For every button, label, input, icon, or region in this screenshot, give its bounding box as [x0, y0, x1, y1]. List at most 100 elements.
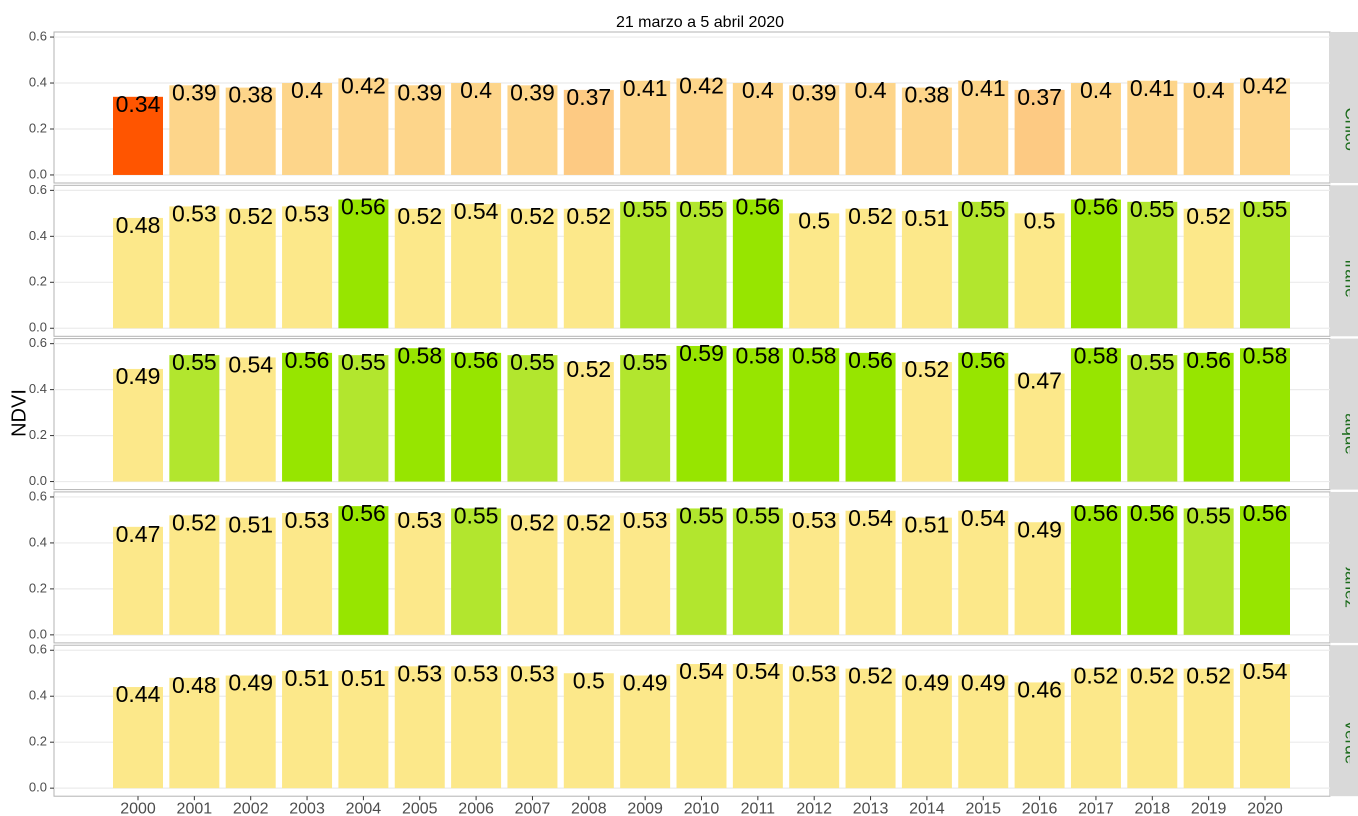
value-label: 0.53 — [397, 660, 442, 686]
value-label: 0.55 — [679, 503, 724, 529]
bar — [620, 513, 671, 635]
x-tick-label: 2002 — [233, 800, 269, 816]
bar — [732, 508, 783, 635]
strip-background — [1331, 185, 1358, 337]
x-tick-label: 2000 — [120, 800, 156, 816]
bar — [845, 510, 896, 635]
value-label: 0.52 — [566, 509, 611, 535]
x-tick-label: 2005 — [402, 800, 438, 816]
value-label: 0.46 — [1017, 677, 1062, 703]
value-label: 0.58 — [1074, 342, 1119, 368]
y-tick-label: 0.4 — [29, 228, 47, 243]
value-label: 0.56 — [454, 347, 499, 373]
value-label: 0.42 — [341, 73, 386, 99]
bar — [676, 78, 727, 175]
y-tick-label: 0.0 — [29, 320, 47, 335]
bar — [958, 352, 1009, 482]
value-label: 0.38 — [905, 82, 950, 108]
value-label: 0.52 — [848, 663, 893, 689]
value-label: 0.39 — [397, 79, 442, 105]
bar — [1014, 522, 1065, 635]
bar — [563, 515, 614, 635]
value-label: 0.58 — [735, 342, 780, 368]
bar — [845, 83, 896, 175]
value-label: 0.51 — [341, 665, 386, 691]
value-label: 0.55 — [623, 196, 668, 222]
x-tick-label: 2017 — [1078, 800, 1114, 816]
y-tick-label: 0.0 — [29, 166, 47, 181]
value-label: 0.56 — [341, 194, 386, 220]
value-label: 0.42 — [1243, 73, 1288, 99]
bar — [1070, 506, 1121, 635]
value-label: 0.38 — [228, 82, 273, 108]
y-tick-label: 0.4 — [29, 381, 47, 396]
x-tick-label: 2019 — [1191, 800, 1227, 816]
y-tick-label: 0.6 — [29, 642, 47, 657]
bar — [901, 211, 952, 329]
bar — [451, 83, 502, 175]
value-label: 0.49 — [228, 670, 273, 696]
bar — [113, 368, 163, 482]
value-label: 0.39 — [510, 79, 555, 105]
value-label: 0.56 — [735, 194, 780, 220]
value-label: 0.49 — [1017, 516, 1062, 542]
value-label: 0.54 — [848, 505, 893, 531]
value-label: 0.5 — [1024, 207, 1056, 233]
bar — [113, 687, 163, 789]
value-label: 0.51 — [905, 205, 950, 231]
value-label: 0.52 — [848, 203, 893, 229]
x-tick-label: 2004 — [346, 800, 382, 816]
bar — [620, 80, 671, 175]
value-label: 0.52 — [510, 509, 555, 535]
value-label: 0.47 — [1017, 368, 1062, 394]
value-label: 0.54 — [961, 505, 1006, 531]
bar — [225, 517, 276, 635]
value-label: 0.56 — [961, 347, 1006, 373]
y-axis-label: NDVI — [8, 389, 30, 437]
bar — [338, 355, 389, 482]
value-label: 0.39 — [172, 79, 217, 105]
x-tick-label: 2020 — [1247, 800, 1283, 816]
value-label: 0.39 — [792, 79, 837, 105]
y-tick-label: 0.0 — [29, 473, 47, 488]
bar — [1183, 208, 1234, 329]
bar — [901, 362, 952, 482]
value-label: 0.56 — [848, 347, 893, 373]
bar — [1014, 373, 1065, 482]
x-tick-label: 2008 — [571, 800, 607, 816]
bar — [901, 517, 952, 635]
value-label: 0.53 — [285, 507, 330, 533]
value-label: 0.54 — [228, 352, 273, 378]
value-label: 0.49 — [961, 670, 1006, 696]
value-label: 0.42 — [679, 73, 724, 99]
bar — [1240, 78, 1290, 175]
y-tick-label: 0.4 — [29, 534, 47, 549]
bar — [394, 666, 445, 789]
value-label: 0.55 — [510, 349, 555, 375]
value-label: 0.53 — [172, 201, 217, 227]
bar — [338, 78, 389, 175]
x-tick-label: 2011 — [741, 800, 776, 816]
value-label: 0.55 — [961, 196, 1006, 222]
value-label: 0.51 — [285, 665, 330, 691]
strip-background — [1331, 338, 1358, 490]
value-label: 0.4 — [855, 77, 887, 103]
value-label: 0.53 — [397, 507, 442, 533]
y-tick-label: 0.6 — [29, 28, 47, 43]
bar — [1240, 348, 1290, 482]
value-label: 0.56 — [1074, 500, 1119, 526]
bar — [225, 675, 276, 789]
bar — [282, 206, 333, 329]
bar — [845, 352, 896, 482]
value-label: 0.41 — [1130, 75, 1175, 101]
value-label: 0.52 — [228, 203, 273, 229]
bar — [1014, 213, 1065, 329]
value-label: 0.5 — [573, 667, 605, 693]
bar — [113, 526, 163, 635]
value-label: 0.52 — [566, 356, 611, 382]
value-label: 0.56 — [341, 500, 386, 526]
bar — [958, 675, 1009, 789]
bar — [507, 515, 558, 635]
bar — [845, 668, 896, 789]
value-label: 0.53 — [454, 660, 499, 686]
